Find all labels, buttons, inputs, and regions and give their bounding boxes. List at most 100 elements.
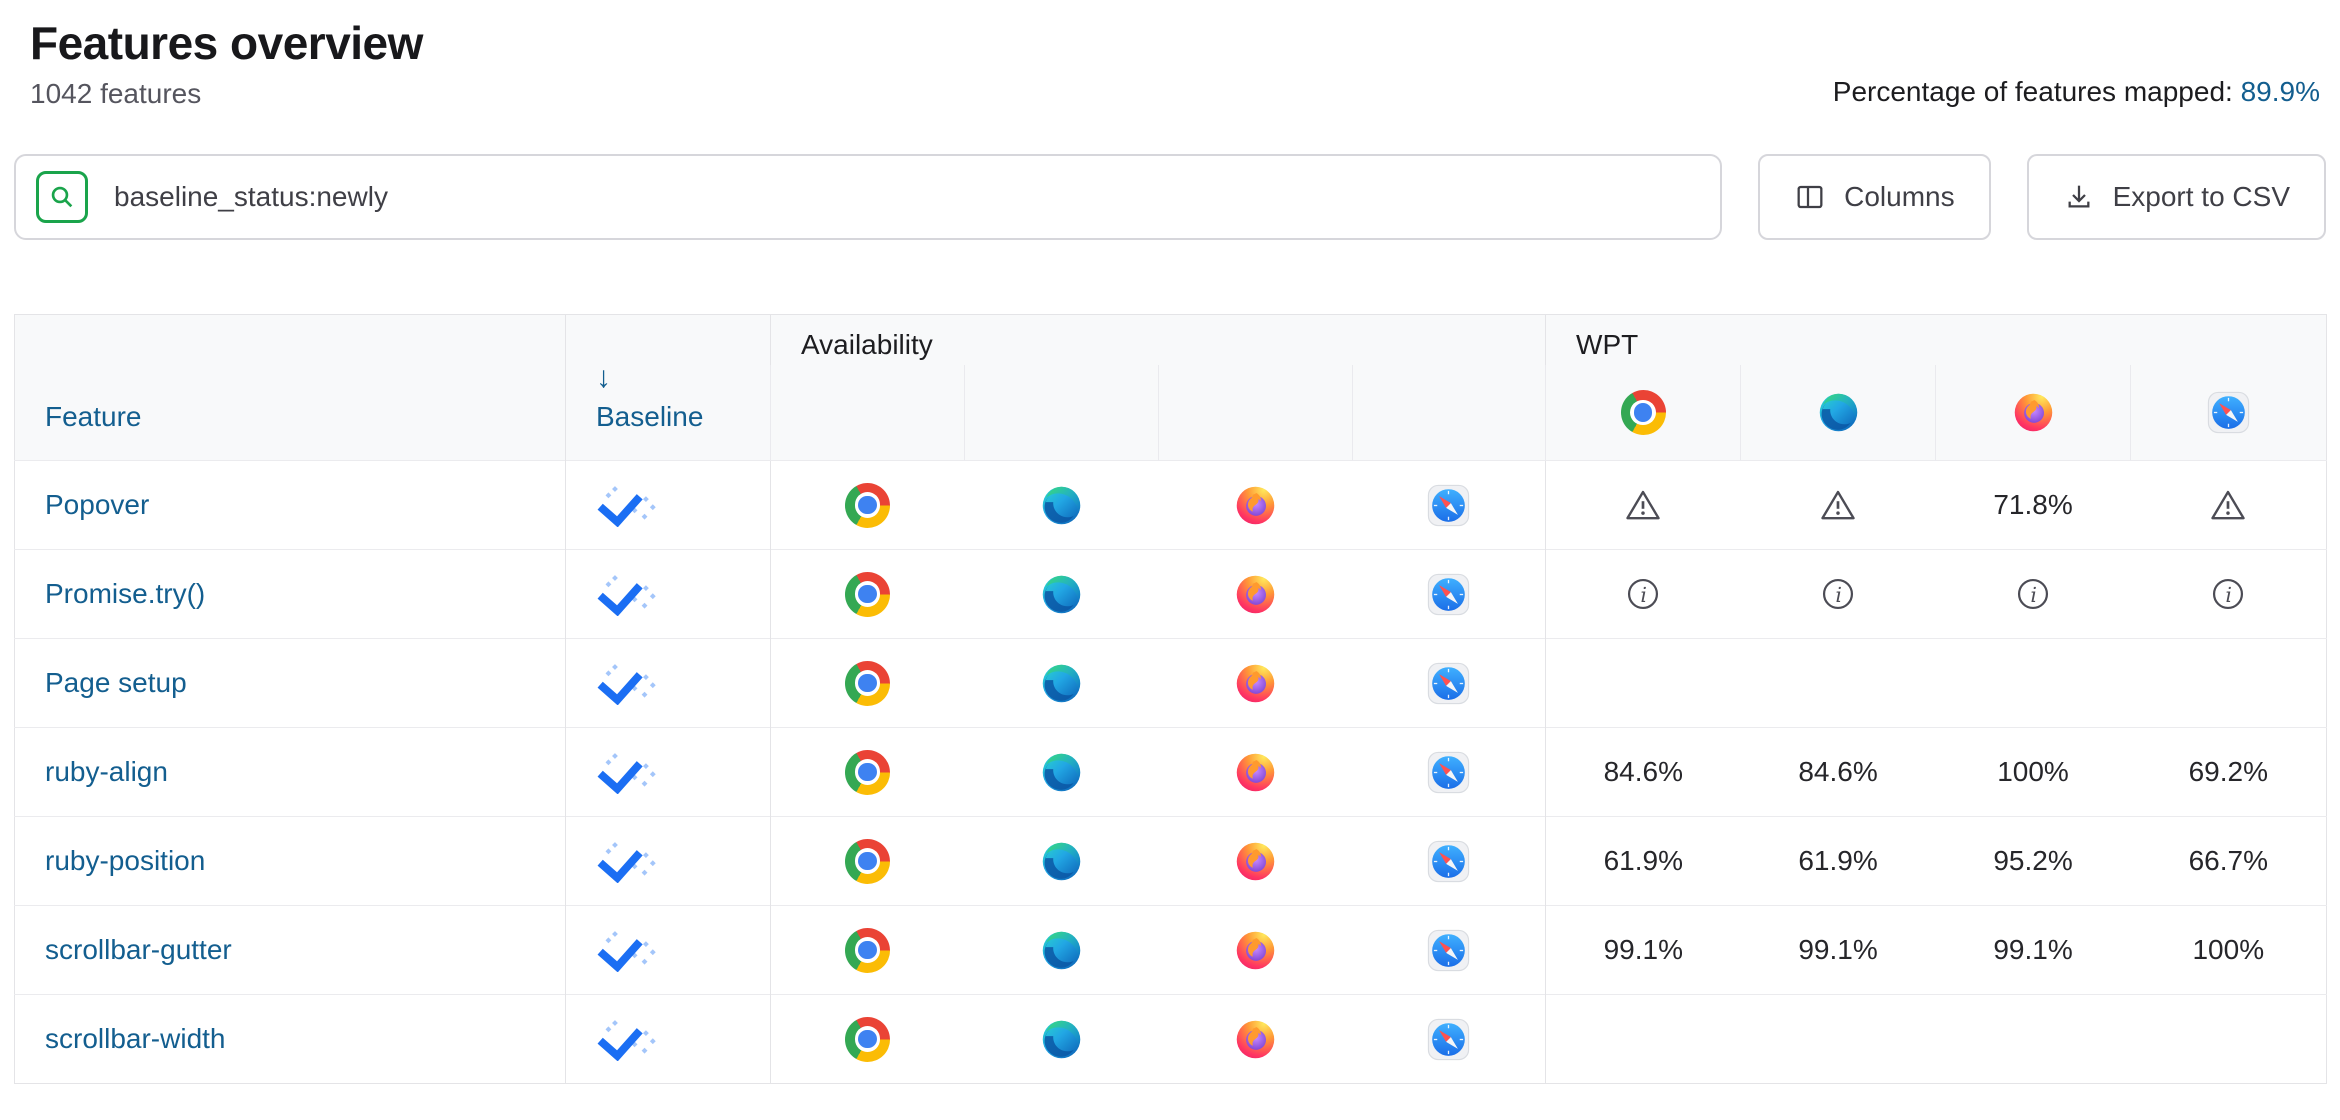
wpt-column-header-safari	[2130, 364, 2327, 461]
toolbar: Columns Export to CSV	[14, 154, 2326, 240]
warning-icon[interactable]	[1624, 486, 1662, 524]
wpt-score: 71.8%	[1993, 489, 2073, 520]
availability-subheader	[1158, 364, 1353, 461]
firefox-icon	[1233, 839, 1278, 884]
feature-link[interactable]: Popover	[45, 489, 150, 520]
mapped-percentage-line: Percentage of features mapped: 89.9%	[1833, 76, 2320, 110]
availability-subheader	[1351, 364, 1546, 461]
chrome-icon	[845, 660, 891, 706]
wpt-score: 100%	[1997, 756, 2069, 787]
baseline-newly-available-icon	[596, 662, 658, 705]
info-icon[interactable]: i	[1819, 575, 1857, 613]
chrome-icon	[845, 1016, 891, 1062]
firefox-icon	[1233, 1017, 1278, 1062]
baseline-newly-available-icon	[596, 840, 658, 883]
safari-icon	[1426, 661, 1471, 706]
availability-subheader	[770, 364, 965, 461]
mapped-percentage-label: Percentage of features mapped:	[1832, 76, 2233, 107]
table-body: Popover 71.8% Promise.try() i i i i Page setup r…	[14, 460, 2327, 1084]
table-row: scrollbar-gutter 99.1% 99.1% 99.1% 100%	[14, 905, 2327, 995]
mapped-percentage-link[interactable]: 89.9%	[2240, 76, 2320, 107]
features-overview-page: Features overview 1042 features Percenta…	[14, 0, 2328, 1084]
column-header-baseline[interactable]: ↓ Baseline	[596, 358, 703, 436]
svg-text:i: i	[1835, 583, 1842, 607]
columns-icon	[1794, 181, 1826, 213]
wpt-score: 99.1%	[1993, 934, 2073, 965]
sort-descending-icon: ↓	[596, 360, 611, 394]
wpt-score: 66.7%	[2188, 845, 2268, 876]
column-header-baseline-label: Baseline	[596, 401, 704, 433]
wpt-score: 61.9%	[1798, 845, 1878, 876]
wpt-column-header-firefox	[1935, 364, 2131, 461]
wpt-score: 100%	[2192, 934, 2265, 965]
edge-icon	[1039, 1017, 1084, 1062]
wpt-score: 61.9%	[1603, 845, 1683, 876]
firefox-icon	[2011, 390, 2056, 435]
table-header-row: Feature ↓ Baseline Availability WPT	[14, 314, 2327, 461]
table-row: Page setup	[14, 638, 2327, 728]
wpt-column-header-edge	[1740, 364, 1936, 461]
baseline-newly-available-icon	[596, 1018, 658, 1061]
page-title: Features overview	[30, 17, 423, 69]
firefox-icon	[1233, 661, 1278, 706]
wpt-score: 84.6%	[1798, 756, 1878, 787]
wpt-score: 69.2%	[2188, 756, 2268, 787]
baseline-newly-available-icon	[596, 751, 658, 794]
feature-link[interactable]: ruby-align	[45, 756, 168, 787]
search-box[interactable]	[14, 154, 1723, 240]
chrome-icon	[845, 482, 891, 528]
info-icon[interactable]: i	[2014, 575, 2052, 613]
wpt-score: 95.2%	[1993, 845, 2073, 876]
chrome-icon	[845, 571, 891, 617]
export-csv-button[interactable]: Export to CSV	[2026, 154, 2326, 240]
warning-icon[interactable]	[1819, 486, 1857, 524]
firefox-icon	[1233, 483, 1278, 528]
svg-text:i: i	[2030, 583, 2037, 607]
search-input[interactable]	[114, 181, 1701, 213]
feature-link[interactable]: scrollbar-gutter	[45, 934, 232, 965]
availability-subheader	[964, 364, 1159, 461]
table-row: Popover 71.8%	[14, 460, 2327, 550]
table-row: ruby-align 84.6% 84.6% 100% 69.2%	[14, 727, 2327, 817]
table-row: ruby-position 61.9% 61.9% 95.2% 66.7%	[14, 816, 2327, 906]
edge-icon	[1039, 661, 1084, 706]
firefox-icon	[1233, 928, 1278, 973]
wpt-score: 84.6%	[1603, 756, 1683, 787]
download-icon	[2063, 181, 2095, 213]
chrome-icon	[845, 749, 891, 795]
features-table: Feature ↓ Baseline Availability WPT Popo…	[14, 314, 2328, 1084]
wpt-column-header-chrome	[1545, 364, 1741, 461]
column-header-feature[interactable]: Feature	[45, 401, 142, 433]
table-row: scrollbar-width	[14, 994, 2327, 1084]
edge-icon	[1039, 839, 1084, 884]
columns-button[interactable]: Columns	[1758, 154, 1991, 240]
wpt-score: 99.1%	[1798, 934, 1878, 965]
warning-icon[interactable]	[2209, 486, 2247, 524]
column-group-availability: Availability	[769, 314, 1546, 365]
chrome-icon	[845, 838, 891, 884]
safari-icon	[1426, 750, 1471, 795]
feature-link[interactable]: scrollbar-width	[45, 1023, 226, 1054]
feature-link[interactable]: ruby-position	[45, 845, 206, 876]
edge-icon	[1039, 928, 1084, 973]
firefox-icon	[1233, 572, 1278, 617]
edge-icon	[1039, 483, 1084, 528]
feature-count: 1042 features	[30, 78, 202, 109]
search-icon	[36, 171, 88, 223]
edge-icon	[1816, 390, 1861, 435]
feature-link[interactable]: Promise.try()	[45, 578, 206, 609]
page-header: Features overview 1042 features Percenta…	[14, 0, 2326, 110]
safari-icon	[1426, 483, 1471, 528]
export-csv-button-label: Export to CSV	[2112, 181, 2290, 212]
edge-icon	[1039, 750, 1084, 795]
wpt-score: 99.1%	[1603, 934, 1683, 965]
svg-text:i: i	[2226, 583, 2233, 607]
info-icon[interactable]: i	[2209, 575, 2247, 613]
edge-icon	[1039, 572, 1084, 617]
columns-button-label: Columns	[1844, 181, 1955, 212]
svg-text:i: i	[1641, 583, 1648, 607]
feature-link[interactable]: Page setup	[45, 667, 187, 698]
info-icon[interactable]: i	[1624, 575, 1662, 613]
column-group-wpt: WPT	[1545, 314, 2327, 365]
chrome-icon	[1620, 389, 1666, 435]
